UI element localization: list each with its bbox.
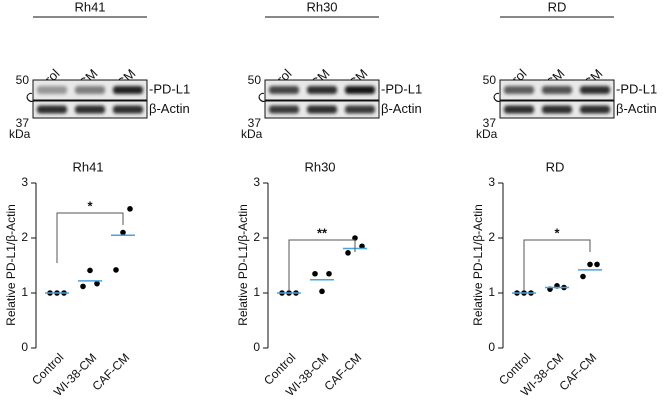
blot-band <box>113 105 143 114</box>
y-axis-label: Relative PD-L1/β-Actin <box>471 204 485 326</box>
data-point <box>87 267 93 274</box>
blot-band <box>580 105 610 114</box>
protein-label: -PD-L1 <box>149 81 190 96</box>
chart-title: Rh30 <box>304 159 335 174</box>
data-point <box>345 250 351 256</box>
y-tick-label: 1 <box>21 285 28 299</box>
blot-band <box>542 86 572 94</box>
blot-band <box>269 105 299 114</box>
significance-label: * <box>554 225 560 240</box>
marker-unit: kDa <box>241 127 263 141</box>
blot-band <box>504 86 534 94</box>
protein-label: -PD-L1 <box>616 81 657 96</box>
marker-label: 37 <box>16 116 30 130</box>
blot-band <box>75 105 105 114</box>
chart-title: Rh41 <box>72 159 103 174</box>
blot-band <box>307 86 337 94</box>
data-point <box>359 243 365 250</box>
significance-bracket <box>288 239 356 290</box>
protein-label: β-Actin <box>616 101 657 116</box>
data-point <box>80 283 86 290</box>
data-point <box>587 261 593 268</box>
y-tick-label: 2 <box>253 230 260 244</box>
blot-band <box>37 86 67 94</box>
protein-label: -PD-L1 <box>381 81 422 96</box>
y-tick-label: 2 <box>488 230 495 244</box>
chart-title: RD <box>546 159 565 174</box>
blot-title: RD <box>548 0 567 14</box>
protein-label: β-Actin <box>381 101 422 116</box>
blot-title: Rh30 <box>306 0 337 14</box>
blot-band <box>345 86 375 94</box>
data-point <box>94 280 100 287</box>
y-tick-label: 1 <box>488 285 495 299</box>
data-point <box>113 267 119 273</box>
y-tick-label: 3 <box>488 175 495 189</box>
y-tick-label: 0 <box>488 340 495 354</box>
blot-band <box>504 105 534 114</box>
protein-label: β-Actin <box>149 101 190 116</box>
marker-label: 50 <box>248 73 262 87</box>
data-point <box>127 206 133 212</box>
blot-band <box>345 105 375 114</box>
y-tick-label: 1 <box>253 285 260 299</box>
data-point <box>352 235 358 241</box>
marker-label: 50 <box>483 73 497 87</box>
blot-band <box>37 105 67 114</box>
blot-band <box>307 105 337 114</box>
y-tick-label: 3 <box>21 175 28 189</box>
marker-label: 37 <box>483 116 497 130</box>
y-tick-label: 0 <box>253 340 260 354</box>
blot-title: Rh41 <box>74 0 105 14</box>
significance-label: * <box>87 198 93 213</box>
data-point <box>580 273 586 280</box>
blot-band <box>542 105 572 114</box>
data-point <box>326 270 332 277</box>
blot-band <box>113 86 143 94</box>
y-tick-label: 3 <box>253 175 260 189</box>
y-tick-label: 2 <box>21 230 28 244</box>
y-axis-label: Relative PD-L1/β-Actin <box>236 204 250 326</box>
data-point <box>120 229 126 236</box>
blot-band <box>580 86 610 94</box>
blot-band <box>75 86 105 94</box>
marker-label: 37 <box>248 116 262 130</box>
significance-bracket <box>523 239 591 290</box>
data-point <box>312 270 318 277</box>
significance-label: ** <box>317 225 328 240</box>
data-point <box>319 288 325 295</box>
y-tick-label: 0 <box>21 340 28 354</box>
significance-bracket <box>56 212 124 263</box>
y-axis-label: Relative PD-L1/β-Actin <box>4 204 18 326</box>
marker-unit: kDa <box>9 127 31 141</box>
marker-label: 50 <box>16 73 30 87</box>
blot-band <box>269 86 299 94</box>
marker-unit: kDa <box>476 127 498 141</box>
data-point <box>594 261 600 268</box>
